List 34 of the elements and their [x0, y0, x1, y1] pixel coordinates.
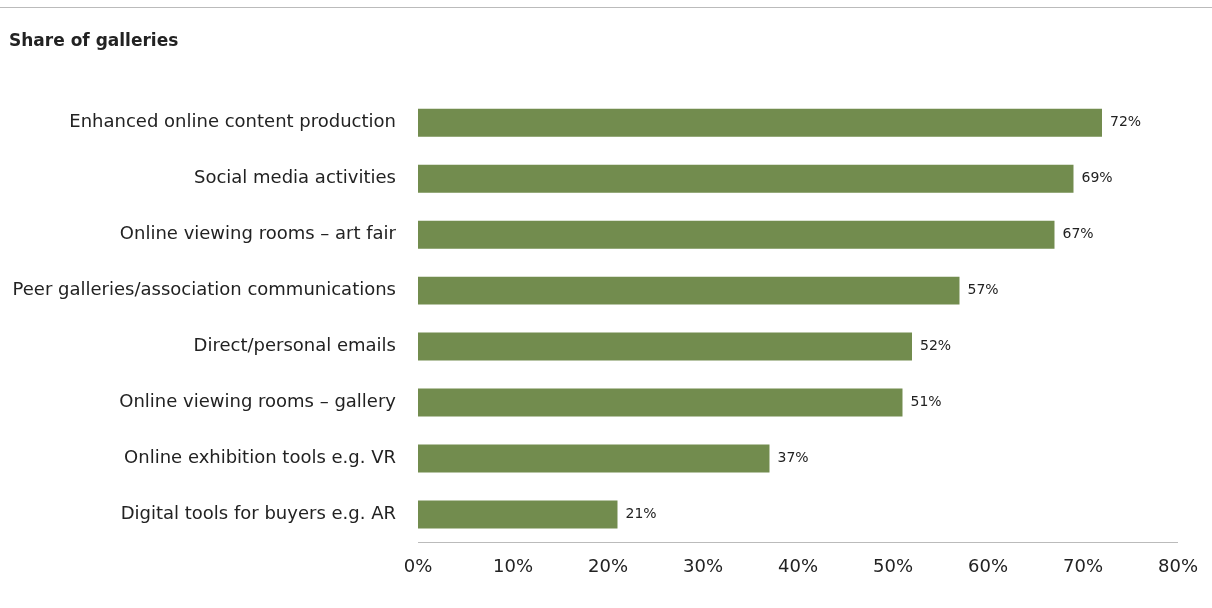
x-tick-label: 0%	[403, 554, 433, 576]
data-label: 52%	[920, 337, 952, 354]
y-tick-label: Online viewing rooms – art fair	[119, 222, 397, 244]
bar	[418, 388, 903, 417]
y-tick-label: Social media activities	[193, 166, 396, 188]
bar	[418, 108, 1102, 137]
x-tick-label: 50%	[872, 554, 914, 576]
data-label: 69%	[1081, 169, 1113, 186]
x-tick-label: 20%	[587, 554, 629, 576]
data-label: 51%	[910, 393, 942, 410]
text: Share of galleries	[9, 30, 179, 50]
y-tick-label: Digital tools for buyers e.g. AR	[120, 502, 396, 524]
y-tick-label: Direct/personal emails	[193, 334, 396, 356]
x-tick-label: 10%	[492, 554, 534, 576]
data-label: 57%	[967, 281, 999, 298]
bar	[418, 220, 1055, 249]
bar	[418, 276, 960, 305]
y-tick-label: Enhanced online content production	[69, 110, 396, 132]
data-label: 21%	[625, 505, 657, 522]
bar	[418, 332, 912, 361]
bar	[418, 444, 770, 473]
x-tick-label: 80%	[1157, 554, 1198, 576]
y-tick-label: Peer galleries/association communications	[12, 278, 396, 300]
bar	[418, 164, 1074, 193]
x-tick-label: 40%	[777, 554, 819, 576]
bar	[418, 500, 618, 529]
x-tick-label: 70%	[1062, 554, 1103, 576]
data-label: 72%	[1110, 113, 1142, 130]
x-tick-label: 60%	[967, 554, 1008, 576]
y-tick-label: Online viewing rooms – gallery	[119, 390, 397, 412]
x-tick-label: 30%	[682, 554, 724, 576]
y-tick-label: Online exhibition tools e.g. VR	[124, 446, 396, 468]
data-label: 67%	[1062, 225, 1094, 242]
data-label: 37%	[777, 449, 809, 466]
